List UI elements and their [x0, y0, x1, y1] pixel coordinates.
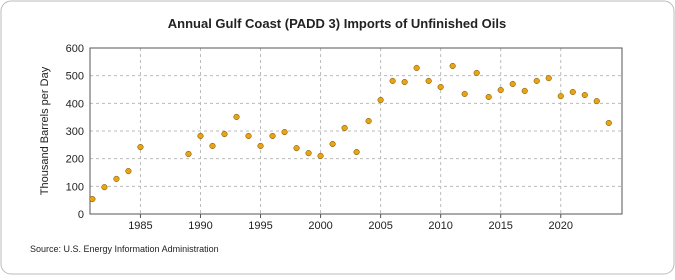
point [113, 175, 120, 182]
y-tick-label: 100 [66, 181, 84, 193]
point [389, 77, 396, 84]
x-tick-label: 2005 [368, 220, 392, 232]
point [185, 150, 192, 158]
x-tick-label: 2020 [549, 220, 573, 232]
point [557, 93, 564, 100]
point [497, 87, 504, 94]
point [521, 87, 528, 94]
point [221, 130, 228, 138]
x-tick-label: 2000 [308, 220, 332, 232]
y-tick-label: 600 [66, 43, 84, 55]
x-tick-label: 2015 [488, 220, 512, 232]
point [125, 168, 132, 175]
point [581, 91, 588, 99]
point [449, 62, 456, 70]
point [269, 132, 276, 140]
point [401, 78, 408, 86]
y-axis-label: Thousand Barrels per Day [39, 66, 51, 195]
point [197, 132, 204, 140]
point [341, 124, 348, 132]
point [101, 184, 108, 191]
plot-area [89, 47, 623, 215]
point [209, 142, 216, 149]
chart-title: Annual Gulf Coast (PADD 3) Imports of Un… [168, 16, 507, 31]
point [485, 93, 492, 101]
point [293, 145, 300, 152]
point [593, 98, 600, 105]
x-tick-label: 2010 [428, 220, 452, 232]
y-tick-label: 200 [66, 154, 84, 166]
point [89, 196, 96, 203]
point [569, 88, 576, 96]
y-tick-label: 0 [78, 209, 84, 221]
x-tick-label: 1995 [248, 220, 272, 232]
point [329, 140, 336, 148]
point [509, 80, 516, 88]
x-tick-label: 1990 [188, 220, 212, 232]
point [473, 69, 480, 76]
x-tick-label: 1985 [128, 220, 152, 232]
point [437, 83, 444, 91]
point [425, 77, 432, 84]
point [413, 64, 420, 71]
point [305, 150, 312, 157]
y-tick-label: 300 [66, 126, 84, 138]
point [137, 143, 144, 151]
point [605, 119, 612, 127]
point [317, 152, 324, 159]
point [233, 113, 240, 120]
point [461, 90, 468, 97]
point [281, 129, 288, 136]
point [257, 142, 264, 149]
source: Source: U.S. Energy Information Administ… [30, 244, 219, 254]
point [245, 132, 252, 140]
point [365, 117, 372, 125]
y-tick-label: 400 [66, 98, 84, 110]
point [533, 77, 540, 84]
point [353, 148, 360, 156]
point [545, 75, 552, 82]
y-tick-label: 500 [66, 71, 84, 83]
point [377, 96, 384, 104]
